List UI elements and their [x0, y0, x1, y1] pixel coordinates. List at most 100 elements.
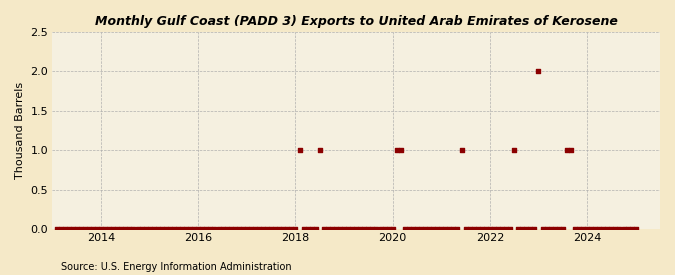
Point	[351, 227, 362, 232]
Point	[250, 227, 261, 232]
Point	[55, 227, 66, 232]
Point	[416, 227, 427, 232]
Point	[363, 227, 374, 232]
Point	[213, 227, 224, 232]
Point	[286, 227, 297, 232]
Point	[157, 227, 167, 232]
Point	[234, 227, 244, 232]
Point	[489, 227, 500, 232]
Point	[610, 227, 621, 232]
Point	[586, 227, 597, 232]
Point	[630, 227, 641, 232]
Point	[598, 227, 609, 232]
Point	[84, 227, 95, 232]
Point	[278, 227, 289, 232]
Point	[392, 148, 402, 153]
Point	[335, 227, 346, 232]
Point	[545, 227, 556, 232]
Point	[270, 227, 281, 232]
Point	[197, 227, 208, 232]
Point	[290, 227, 301, 232]
Point	[72, 227, 82, 232]
Point	[375, 227, 386, 232]
Point	[100, 227, 111, 232]
Point	[298, 227, 309, 232]
Point	[594, 227, 605, 232]
Point	[412, 227, 423, 232]
Point	[246, 227, 256, 232]
Point	[379, 227, 390, 232]
Point	[456, 148, 467, 153]
Point	[533, 69, 544, 74]
Point	[343, 227, 354, 232]
Point	[371, 227, 382, 232]
Point	[339, 227, 350, 232]
Point	[59, 227, 70, 232]
Point	[428, 227, 439, 232]
Point	[432, 227, 443, 232]
Point	[549, 227, 560, 232]
Point	[153, 227, 163, 232]
Point	[306, 227, 317, 232]
Point	[359, 227, 370, 232]
Point	[400, 227, 410, 232]
Point	[444, 227, 455, 232]
Point	[193, 227, 204, 232]
Point	[396, 148, 406, 153]
Point	[448, 227, 459, 232]
Point	[51, 227, 62, 232]
Point	[144, 227, 155, 232]
Point	[521, 227, 532, 232]
Point	[92, 227, 103, 232]
Title: Monthly Gulf Coast (PADD 3) Exports to United Arab Emirates of Kerosene: Monthly Gulf Coast (PADD 3) Exports to U…	[95, 15, 618, 28]
Point	[88, 227, 99, 232]
Point	[355, 227, 366, 232]
Point	[529, 227, 540, 232]
Point	[481, 227, 491, 232]
Point	[602, 227, 613, 232]
Point	[282, 227, 293, 232]
Point	[472, 227, 483, 232]
Point	[468, 227, 479, 232]
Point	[622, 227, 633, 232]
Point	[116, 227, 127, 232]
Point	[205, 227, 216, 232]
Point	[96, 227, 107, 232]
Point	[274, 227, 285, 232]
Point	[582, 227, 593, 232]
Point	[80, 227, 90, 232]
Point	[558, 227, 568, 232]
Point	[128, 227, 139, 232]
Point	[238, 227, 248, 232]
Point	[315, 148, 325, 153]
Point	[177, 227, 188, 232]
Point	[614, 227, 625, 232]
Point	[221, 227, 232, 232]
Point	[136, 227, 147, 232]
Point	[387, 227, 398, 232]
Point	[493, 227, 504, 232]
Point	[266, 227, 277, 232]
Point	[525, 227, 536, 232]
Point	[541, 227, 552, 232]
Point	[148, 227, 159, 232]
Point	[108, 227, 119, 232]
Point	[262, 227, 273, 232]
Point	[310, 227, 321, 232]
Point	[477, 227, 487, 232]
Point	[590, 227, 601, 232]
Point	[367, 227, 378, 232]
Point	[574, 227, 585, 232]
Point	[258, 227, 269, 232]
Point	[140, 227, 151, 232]
Point	[537, 227, 548, 232]
Point	[626, 227, 637, 232]
Point	[112, 227, 123, 232]
Point	[181, 227, 192, 232]
Point	[408, 227, 418, 232]
Point	[225, 227, 236, 232]
Point	[440, 227, 451, 232]
Point	[497, 227, 508, 232]
Point	[436, 227, 447, 232]
Point	[578, 227, 589, 232]
